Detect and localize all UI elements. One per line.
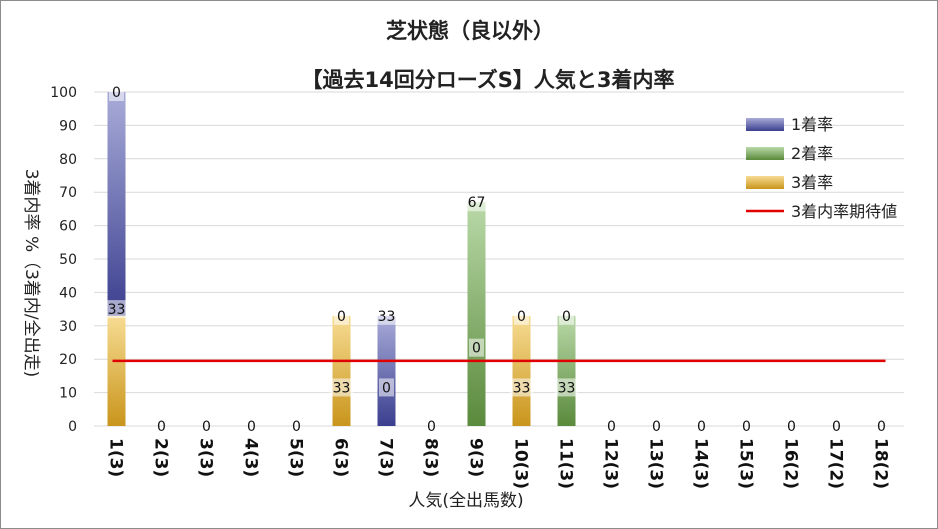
data-label: 0 [112, 85, 121, 101]
data-label-bg [379, 378, 394, 397]
data-label-bg [554, 378, 579, 397]
data-label: 33 [333, 380, 351, 396]
data-label: 0 [742, 419, 751, 435]
bars-group [107, 92, 576, 426]
data-label: 0 [562, 309, 571, 325]
data-label-bg [509, 378, 534, 397]
y-tick-labels: 0 10 20 30 40 50 60 70 80 90 100 [50, 85, 77, 435]
bar-segment [467, 202, 486, 426]
legend-swatch [746, 176, 784, 189]
bar-segment [332, 315, 351, 426]
x-category-label: 17(2) [826, 438, 846, 489]
data-label: 0 [292, 419, 301, 435]
chart-subtitle: 【過去14回分ローズS】人気と3着内率 [302, 68, 675, 92]
x-category-label: 3(3) [196, 438, 216, 477]
x-category-label: 1(3) [106, 438, 126, 477]
bar-segment [107, 92, 126, 316]
x-category-label: 13(3) [646, 438, 666, 489]
data-label: 0 [382, 380, 391, 396]
y-tick-label: 80 [59, 152, 77, 168]
data-label: 0 [202, 419, 211, 435]
legend-label: 3着内率期待値 [791, 202, 897, 221]
x-category-labels: 1(3) 2(3) 3(3) 4(3) 5(3) 6(3) 7(3) 8(3) 9(3) 10(3… [106, 438, 891, 489]
data-label-bg [374, 306, 399, 325]
data-label: 0 [472, 341, 481, 357]
data-label: 0 [607, 419, 616, 435]
legend-label: 1着率 [791, 115, 833, 134]
y-tick-label: 20 [59, 352, 77, 368]
data-label-bg [329, 378, 354, 397]
bar-segment [557, 315, 576, 426]
data-label: 33 [513, 380, 531, 396]
x-category-label: 14(3) [691, 438, 711, 489]
data-label: 33 [378, 309, 396, 325]
legend-swatch [746, 118, 784, 131]
x-category-label: 4(3) [241, 438, 261, 477]
data-label: 0 [697, 419, 706, 435]
data-label-bg [559, 306, 574, 325]
data-label-bg [109, 83, 124, 101]
data-label: 33 [108, 302, 126, 318]
grid-lines [94, 91, 904, 427]
x-category-label: 9(3) [466, 438, 486, 477]
x-category-label: 5(3) [286, 438, 306, 477]
x-category-label: 7(3) [376, 438, 396, 477]
data-label: 0 [652, 419, 661, 435]
y-tick-label: 90 [59, 118, 77, 134]
data-label: 0 [247, 419, 256, 435]
data-label: 0 [157, 419, 166, 435]
y-tick-label: 60 [59, 219, 77, 235]
x-category-label: 2(3) [151, 438, 171, 477]
data-labels-group: 33 0 0 0 0 0 33 0 0 33 0 0 67 33 0 33 0 0 0 0 0 0 0 0 [104, 83, 886, 435]
legend-label: 3着率 [791, 173, 833, 192]
y-tick-label: 0 [68, 419, 77, 435]
data-label: 0 [877, 419, 886, 435]
data-label-bg [514, 306, 529, 325]
data-label-bg [334, 306, 349, 325]
y-tick-label: 40 [59, 285, 77, 301]
y-axis-label: 3着内率 %（3着内/全出走) [21, 169, 41, 378]
x-category-label: 12(3) [601, 438, 621, 489]
data-label-bg [464, 193, 489, 212]
legend-swatch [746, 147, 784, 160]
x-category-label: 15(3) [736, 438, 756, 489]
data-label: 0 [787, 419, 796, 435]
data-label: 0 [337, 309, 346, 325]
data-label-bg [104, 300, 129, 319]
chart-title: 芝状態（良以外） [386, 19, 554, 43]
y-tick-label: 30 [59, 319, 77, 335]
data-label: 33 [558, 380, 576, 396]
y-tick-label: 50 [59, 252, 77, 268]
x-category-label: 18(2) [871, 438, 891, 489]
x-category-label: 6(3) [331, 438, 351, 477]
legend-label: 2着率 [791, 144, 833, 163]
y-tick-label: 10 [59, 386, 77, 402]
data-label-bg [469, 338, 484, 357]
x-category-label: 8(3) [421, 438, 441, 477]
legend: 1着率 2着率 3着率 3着内率期待値 [746, 115, 897, 221]
data-label: 0 [832, 419, 841, 435]
y-tick-label: 70 [59, 185, 77, 201]
data-label: 0 [427, 419, 436, 435]
data-label: 67 [468, 195, 486, 211]
bar-segment [512, 315, 531, 426]
x-axis-label: 人気(全出馬数) [408, 491, 523, 511]
bar-segment [377, 315, 396, 426]
data-label: 0 [517, 309, 526, 325]
bar-segment [107, 315, 126, 426]
x-category-label: 10(3) [511, 438, 531, 489]
y-tick-label: 100 [50, 85, 77, 101]
x-category-label: 16(2) [781, 438, 801, 489]
x-category-label: 11(3) [556, 438, 576, 489]
